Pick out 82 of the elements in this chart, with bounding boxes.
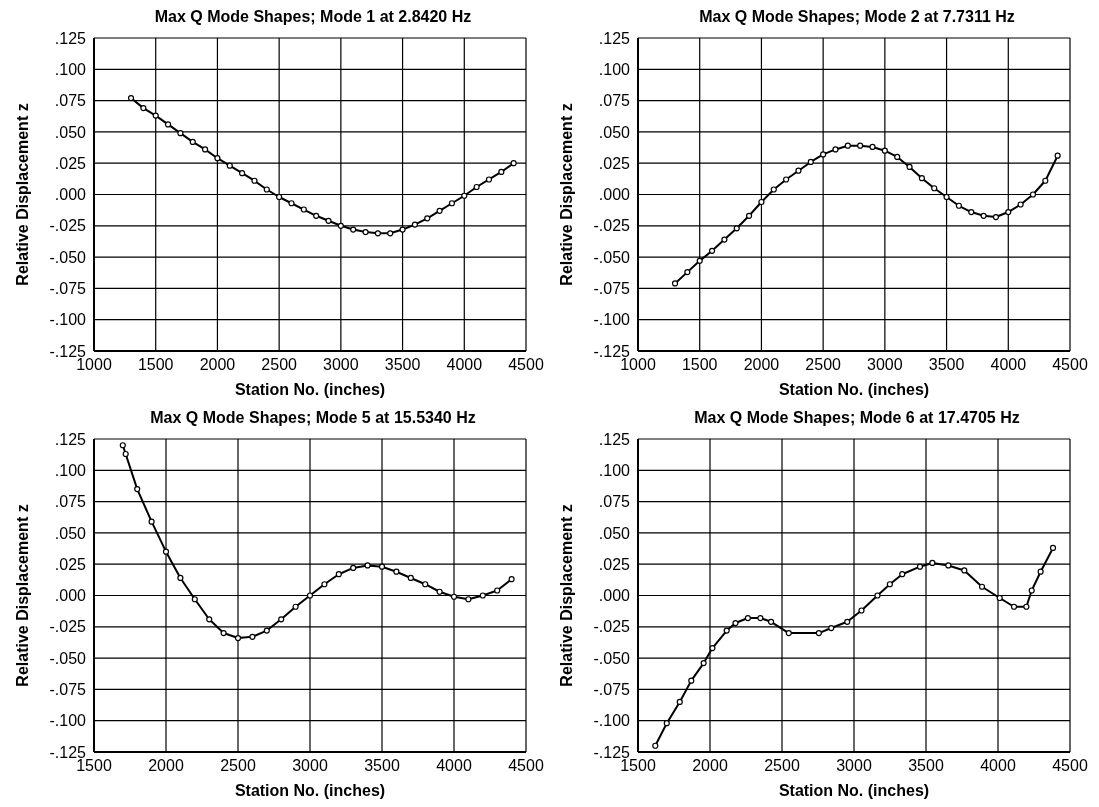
x-tick-label: 4500 [1052, 757, 1088, 775]
chart-title: Max Q Mode Shapes; Mode 6 at 17.4705 Hz [693, 409, 1021, 427]
chart-title: Max Q Mode Shapes; Mode 2 at 7.7311 Hz [698, 8, 1016, 26]
y-tick-label: -.025 [49, 217, 87, 235]
x-tick-label: 2500 [220, 757, 256, 775]
y-tick-label: -.100 [593, 311, 631, 329]
x-tick-label: 2000 [148, 757, 184, 775]
y-tick-label: .000 [54, 186, 87, 204]
y-tick-label: .000 [598, 587, 631, 605]
x-tick-label: 4000 [990, 356, 1027, 374]
chart-title: Max Q Mode Shapes; Mode 1 at 2.8420 Hz [153, 8, 473, 26]
y-tick-label: .075 [54, 493, 87, 511]
x-tick-label: 1500 [620, 757, 656, 775]
y-tick-label: .025 [54, 555, 87, 573]
chart-title: Max Q Mode Shapes; Mode 5 at 15.5340 Hz [149, 409, 477, 427]
x-tick-label: 3000 [292, 757, 328, 775]
x-tick-label: 2000 [199, 356, 236, 374]
x-tick-label: 3500 [928, 356, 965, 374]
y-tick-label: .100 [54, 60, 87, 78]
x-tick-label: 3000 [323, 356, 359, 374]
y-tick-label: .100 [54, 461, 87, 479]
y-tick-label: .075 [598, 92, 631, 110]
y-tick-label: -.075 [593, 681, 631, 699]
y-tick-label: .100 [598, 60, 631, 78]
x-tick-label: 1500 [681, 356, 718, 374]
x-tick-label: 3500 [364, 757, 400, 775]
x-tick-label: 1000 [620, 356, 656, 374]
x-tick-label: 4000 [446, 356, 483, 374]
y-tick-label: .050 [598, 123, 631, 141]
y-tick-label: -.025 [593, 618, 631, 636]
y-tick-label: .125 [54, 29, 87, 47]
x-tick-label: 2000 [743, 356, 780, 374]
y-tick-label: -.100 [49, 712, 87, 730]
y-tick-label: -.100 [593, 712, 631, 730]
x-axis-title: Station No. (inches) [234, 782, 386, 799]
x-tick-label: 4000 [980, 757, 1016, 775]
y-tick-label: -.025 [593, 217, 631, 235]
x-tick-label: 2500 [764, 757, 800, 775]
x-tick-label: 3000 [836, 757, 872, 775]
x-tick-label: 4500 [508, 757, 544, 775]
y-tick-label: -.050 [49, 248, 87, 266]
y-axis-title: Relative Displacement z [13, 103, 31, 286]
y-tick-label: .025 [598, 154, 631, 172]
x-tick-label: 3000 [867, 356, 903, 374]
y-tick-label: .125 [598, 430, 631, 448]
x-tick-label: 4500 [508, 356, 544, 374]
y-tick-label: .050 [54, 524, 87, 542]
y-tick-label: .000 [54, 587, 87, 605]
y-tick-label: .125 [598, 29, 631, 47]
y-tick-label: .025 [598, 555, 631, 573]
x-tick-label: 3500 [908, 757, 944, 775]
y-tick-label: -.075 [49, 280, 87, 298]
x-tick-label: 4500 [1052, 356, 1088, 374]
y-tick-label: .050 [598, 524, 631, 542]
y-tick-label: -.075 [49, 681, 87, 699]
y-tick-label: -.100 [49, 311, 87, 329]
y-tick-label: .075 [598, 493, 631, 511]
x-tick-label: 2000 [692, 757, 728, 775]
y-axis-title: Relative Displacement z [557, 103, 575, 286]
x-axis-title: Station No. (inches) [778, 782, 930, 799]
y-tick-label: .025 [54, 154, 87, 172]
x-axis-title: Station No. (inches) [778, 381, 930, 398]
y-tick-label: .075 [54, 92, 87, 110]
y-tick-label: .000 [598, 186, 631, 204]
x-tick-label: 1000 [76, 356, 112, 374]
y-tick-label: -.075 [593, 280, 631, 298]
x-tick-label: 1500 [76, 757, 112, 775]
y-tick-label: .100 [598, 461, 631, 479]
x-tick-label: 3500 [384, 356, 421, 374]
y-tick-label: -.050 [593, 248, 631, 266]
x-tick-label: 2500 [261, 356, 298, 374]
x-tick-label: 2500 [805, 356, 842, 374]
y-axis-title: Relative Displacement z [557, 504, 575, 687]
y-tick-label: -.025 [49, 618, 87, 636]
y-tick-label: -.050 [593, 649, 631, 667]
x-tick-label: 1500 [137, 356, 174, 374]
y-axis-title: Relative Displacement z [13, 504, 31, 687]
y-tick-label: -.050 [49, 649, 87, 667]
x-axis-title: Station No. (inches) [234, 381, 386, 398]
y-tick-label: .050 [54, 123, 87, 141]
x-tick-label: 4000 [436, 757, 472, 775]
y-tick-label: .125 [54, 430, 87, 448]
